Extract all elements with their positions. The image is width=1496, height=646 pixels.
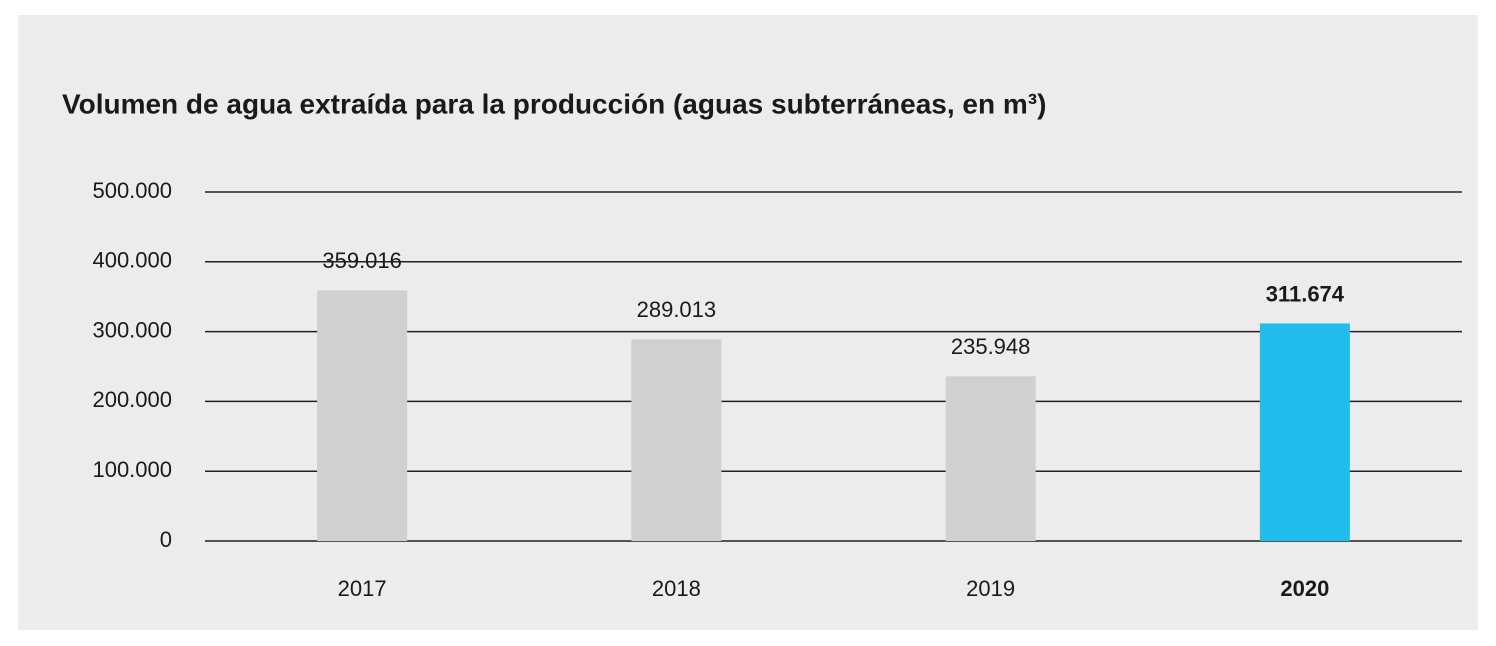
y-tick-label: 400.000 bbox=[92, 248, 172, 273]
value-label: 311.674 bbox=[1266, 281, 1345, 306]
y-tick-label: 0 bbox=[160, 527, 172, 552]
y-tick-label: 200.000 bbox=[92, 387, 172, 412]
bar bbox=[945, 376, 1036, 541]
x-tick-label: 2017 bbox=[338, 576, 387, 601]
bar bbox=[631, 339, 722, 541]
x-tick-label: 2020 bbox=[1280, 576, 1329, 601]
bar bbox=[1259, 323, 1350, 541]
value-label: 289.013 bbox=[637, 297, 717, 322]
chart-title: Volumen de agua extraída para la producc… bbox=[62, 88, 1046, 119]
panel bbox=[18, 15, 1478, 630]
x-tick-label: 2019 bbox=[966, 576, 1015, 601]
y-tick-label: 300.000 bbox=[92, 317, 172, 342]
value-label: 235.948 bbox=[951, 334, 1031, 359]
value-label: 359.016 bbox=[322, 248, 402, 273]
bar bbox=[317, 290, 408, 541]
y-tick-label: 100.000 bbox=[92, 457, 172, 482]
x-tick-label: 2018 bbox=[652, 576, 701, 601]
y-tick-label: 500.000 bbox=[92, 178, 172, 203]
